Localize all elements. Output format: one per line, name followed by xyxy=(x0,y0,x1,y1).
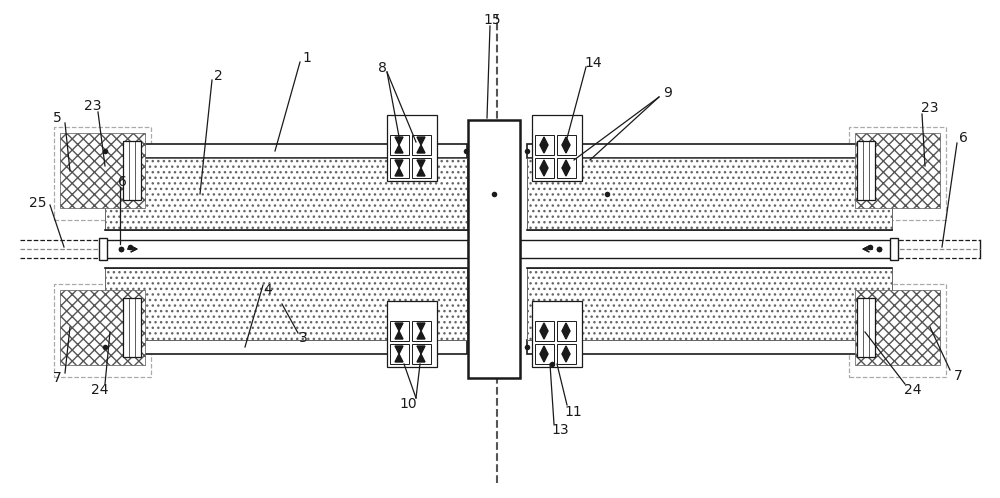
Polygon shape xyxy=(395,346,403,354)
Bar xyxy=(468,120,520,378)
Bar xyxy=(123,141,141,200)
Polygon shape xyxy=(395,331,403,339)
Bar xyxy=(387,115,437,181)
Polygon shape xyxy=(395,145,403,153)
Text: 7: 7 xyxy=(954,369,962,383)
Polygon shape xyxy=(540,354,548,362)
Bar xyxy=(557,321,576,341)
Bar xyxy=(60,133,145,208)
Text: 14: 14 xyxy=(584,56,602,70)
Bar xyxy=(387,301,437,367)
Bar xyxy=(105,158,467,230)
Bar xyxy=(105,144,467,158)
Polygon shape xyxy=(562,346,570,354)
Text: 3: 3 xyxy=(299,331,307,345)
Bar xyxy=(527,340,892,354)
Bar xyxy=(855,133,940,208)
Polygon shape xyxy=(562,331,570,339)
Text: 23: 23 xyxy=(84,99,102,113)
Polygon shape xyxy=(540,346,548,354)
Polygon shape xyxy=(395,137,403,145)
Bar xyxy=(520,240,892,258)
Text: 2: 2 xyxy=(214,69,222,83)
Polygon shape xyxy=(417,331,425,339)
Polygon shape xyxy=(540,160,548,168)
Polygon shape xyxy=(562,160,570,168)
Text: 7: 7 xyxy=(53,371,61,385)
Bar xyxy=(557,344,576,364)
Bar xyxy=(527,158,892,230)
Polygon shape xyxy=(417,145,425,153)
Bar xyxy=(412,158,431,178)
Bar xyxy=(532,115,582,181)
Text: 1: 1 xyxy=(303,51,311,65)
Bar xyxy=(60,290,145,365)
Text: 5: 5 xyxy=(53,111,61,125)
Polygon shape xyxy=(417,323,425,331)
Text: 6: 6 xyxy=(118,175,126,189)
Polygon shape xyxy=(417,160,425,168)
Polygon shape xyxy=(562,145,570,153)
Polygon shape xyxy=(540,145,548,153)
Bar xyxy=(54,284,151,377)
Bar xyxy=(105,340,467,354)
Bar xyxy=(557,135,576,155)
Text: 6: 6 xyxy=(959,131,967,145)
Bar xyxy=(855,290,940,365)
Bar xyxy=(849,127,946,220)
Bar xyxy=(535,321,554,341)
Text: 23: 23 xyxy=(921,101,939,115)
Bar xyxy=(557,158,576,178)
Bar xyxy=(54,127,151,220)
Bar xyxy=(105,268,467,340)
Polygon shape xyxy=(417,346,425,354)
Polygon shape xyxy=(562,323,570,331)
Bar xyxy=(857,298,875,357)
Bar xyxy=(412,321,431,341)
Polygon shape xyxy=(417,137,425,145)
Text: 24: 24 xyxy=(91,383,109,397)
Bar xyxy=(412,135,431,155)
Polygon shape xyxy=(562,168,570,176)
Bar xyxy=(390,321,409,341)
Bar xyxy=(390,344,409,364)
Text: 4: 4 xyxy=(264,283,272,297)
Bar xyxy=(412,344,431,364)
Polygon shape xyxy=(540,168,548,176)
Polygon shape xyxy=(562,137,570,145)
Bar xyxy=(849,284,946,377)
Text: 9: 9 xyxy=(664,86,672,100)
Bar xyxy=(857,141,875,200)
Polygon shape xyxy=(562,354,570,362)
Text: 25: 25 xyxy=(29,196,47,210)
Polygon shape xyxy=(540,137,548,145)
Polygon shape xyxy=(540,331,548,339)
Bar xyxy=(390,135,409,155)
Bar xyxy=(390,158,409,178)
Bar xyxy=(535,344,554,364)
Bar xyxy=(105,240,468,258)
Bar xyxy=(123,298,141,357)
Bar xyxy=(535,158,554,178)
Bar xyxy=(532,301,582,367)
Text: 11: 11 xyxy=(564,405,582,419)
Bar xyxy=(527,144,892,158)
Text: 10: 10 xyxy=(399,397,417,411)
Bar xyxy=(527,268,892,340)
Text: 15: 15 xyxy=(483,13,501,27)
Polygon shape xyxy=(417,354,425,362)
Bar xyxy=(890,238,898,260)
Polygon shape xyxy=(395,160,403,168)
Text: 24: 24 xyxy=(904,383,922,397)
Polygon shape xyxy=(395,168,403,176)
Polygon shape xyxy=(395,323,403,331)
Polygon shape xyxy=(540,323,548,331)
Bar xyxy=(535,135,554,155)
Bar xyxy=(99,238,107,260)
Polygon shape xyxy=(417,168,425,176)
Polygon shape xyxy=(395,354,403,362)
Text: 8: 8 xyxy=(378,61,386,75)
Text: 13: 13 xyxy=(551,423,569,437)
